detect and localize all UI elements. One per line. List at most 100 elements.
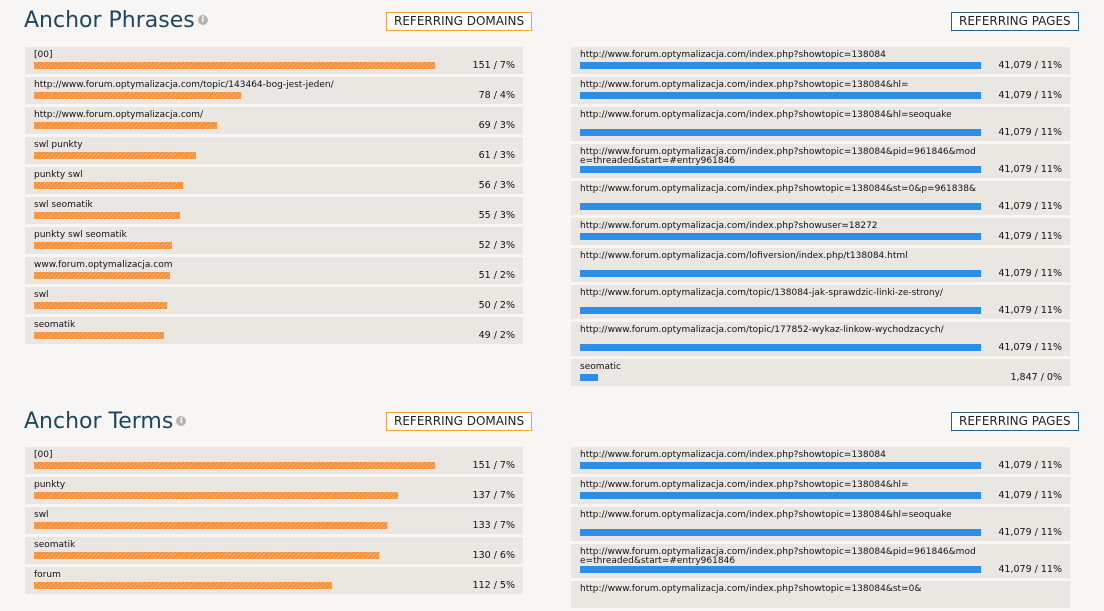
row-label: punkty swl bbox=[34, 170, 83, 180]
page-row[interactable]: http://www.forum.optymalizacja.com/topic… bbox=[571, 322, 1070, 356]
page-share-bar bbox=[580, 529, 981, 536]
page-share-bar bbox=[580, 203, 981, 210]
row-value: 41,079 / 11% bbox=[998, 201, 1062, 212]
row-value: 56 / 3% bbox=[478, 180, 515, 191]
row-label[interactable]: http://www.forum.optymalizacja.com/index… bbox=[580, 50, 886, 60]
page-row[interactable]: http://www.forum.optymalizacja.com/index… bbox=[571, 477, 1070, 504]
row-label: forum bbox=[34, 570, 61, 580]
referring-pages-button[interactable]: REFERRING PAGES bbox=[951, 412, 1079, 431]
domain-row[interactable]: forum 112 / 5% bbox=[25, 567, 523, 594]
row-value: 137 / 7% bbox=[472, 490, 515, 501]
row-label[interactable]: http://www.forum.optymalizacja.com/index… bbox=[580, 110, 952, 120]
row-label[interactable]: http://www.forum.optymalizacja.com/index… bbox=[580, 480, 909, 490]
row-value: 69 / 3% bbox=[478, 120, 515, 131]
domain-share-bar bbox=[34, 332, 164, 339]
page-row[interactable]: seomatic 1,847 / 0% bbox=[571, 359, 1070, 386]
domain-row[interactable]: swl punkty 61 / 3% bbox=[25, 137, 523, 164]
section-title: Anchor Phrases i bbox=[24, 8, 208, 33]
section-title-text: Anchor Phrases bbox=[24, 8, 195, 33]
row-value: 41,079 / 11% bbox=[998, 231, 1062, 242]
row-value: 112 / 5% bbox=[472, 580, 515, 591]
row-value: 41,079 / 11% bbox=[998, 460, 1062, 471]
domain-row[interactable]: seomatik 49 / 2% bbox=[25, 317, 523, 344]
row-label[interactable]: http://www.forum.optymalizacja.com/lofiv… bbox=[580, 251, 908, 261]
row-label: swl punkty bbox=[34, 140, 83, 150]
page-share-bar bbox=[580, 307, 981, 314]
row-label: http://www.forum.optymalizacja.com/topic… bbox=[34, 80, 334, 90]
page-row[interactable]: http://www.forum.optymalizacja.com/index… bbox=[571, 581, 1070, 608]
row-value: 133 / 7% bbox=[472, 520, 515, 531]
referring-pages-list: http://www.forum.optymalizacja.com/index… bbox=[571, 447, 1070, 611]
referring-domains-button[interactable]: REFERRING DOMAINS bbox=[386, 412, 533, 431]
row-value: 41,079 / 11% bbox=[998, 305, 1062, 316]
row-label[interactable]: seomatic bbox=[580, 362, 621, 372]
domain-row[interactable]: punkty swl seomatik 52 / 3% bbox=[25, 227, 523, 254]
page-row[interactable]: http://www.forum.optymalizacja.com/index… bbox=[571, 107, 1070, 141]
row-label[interactable]: http://www.forum.optymalizacja.com/index… bbox=[580, 80, 909, 90]
row-label[interactable]: http://www.forum.optymalizacja.com/index… bbox=[580, 584, 922, 594]
row-label[interactable]: http://www.forum.optymalizacja.com/index… bbox=[580, 184, 976, 194]
page-share-bar bbox=[580, 166, 981, 173]
row-value: 41,079 / 11% bbox=[998, 490, 1062, 501]
row-label[interactable]: http://www.forum.optymalizacja.com/topic… bbox=[580, 325, 944, 335]
domain-share-bar bbox=[34, 492, 398, 499]
page-share-bar bbox=[580, 492, 981, 499]
row-value: 52 / 3% bbox=[478, 240, 515, 251]
domain-row[interactable]: seomatik 130 / 6% bbox=[25, 537, 523, 564]
domain-share-bar bbox=[34, 92, 241, 99]
page-share-bar bbox=[580, 62, 981, 69]
row-label[interactable]: http://www.forum.optymalizacja.com/index… bbox=[580, 547, 976, 566]
page-row[interactable]: http://www.forum.optymalizacja.com/index… bbox=[571, 47, 1070, 74]
info-icon[interactable]: i bbox=[176, 416, 187, 426]
page-row[interactable]: http://www.forum.optymalizacja.com/topic… bbox=[571, 285, 1070, 319]
row-label: punkty bbox=[34, 480, 66, 490]
row-label[interactable]: http://www.forum.optymalizacja.com/index… bbox=[580, 221, 878, 231]
domain-row[interactable]: punkty swl 56 / 3% bbox=[25, 167, 523, 194]
row-value: 49 / 2% bbox=[478, 330, 515, 341]
referring-domains-list: [00] 151 / 7% http://www.forum.optymalizac… bbox=[25, 47, 523, 347]
row-value: 41,079 / 11% bbox=[998, 268, 1062, 279]
domain-row[interactable]: swl 50 / 2% bbox=[25, 287, 523, 314]
page-row[interactable]: http://www.forum.optymalizacja.com/index… bbox=[571, 144, 1070, 178]
row-label: swl bbox=[34, 510, 49, 520]
row-label[interactable]: http://www.forum.optymalizacja.com/topic… bbox=[580, 288, 943, 298]
page-share-bar bbox=[580, 462, 981, 469]
page-row[interactable]: http://www.forum.optymalizacja.com/index… bbox=[571, 544, 1070, 578]
row-label: www.forum.optymalizacja.com bbox=[34, 260, 173, 270]
domain-row[interactable]: [00] 151 / 7% bbox=[25, 47, 523, 74]
domain-share-bar bbox=[34, 302, 167, 309]
row-label: [00] bbox=[34, 50, 53, 60]
info-icon[interactable]: i bbox=[197, 15, 208, 25]
domain-share-bar bbox=[34, 462, 435, 469]
row-value: 41,079 / 11% bbox=[998, 127, 1062, 138]
row-value: 41,079 / 11% bbox=[998, 527, 1062, 538]
row-value: 1,847 / 0% bbox=[1010, 372, 1062, 383]
referring-pages-button[interactable]: REFERRING PAGES bbox=[951, 12, 1079, 31]
section-title-text: Anchor Terms bbox=[24, 409, 174, 434]
page-row[interactable]: http://www.forum.optymalizacja.com/index… bbox=[571, 218, 1070, 245]
domain-row[interactable]: [00] 151 / 7% bbox=[25, 447, 523, 474]
domain-row[interactable]: swl seomatik 55 / 3% bbox=[25, 197, 523, 224]
row-label[interactable]: http://www.forum.optymalizacja.com/index… bbox=[580, 510, 952, 520]
page-row[interactable]: http://www.forum.optymalizacja.com/index… bbox=[571, 181, 1070, 215]
page-row[interactable]: http://www.forum.optymalizacja.com/index… bbox=[571, 507, 1070, 541]
domain-row[interactable]: punkty 137 / 7% bbox=[25, 477, 523, 504]
domain-row[interactable]: swl 133 / 7% bbox=[25, 507, 523, 534]
row-value: 51 / 2% bbox=[478, 270, 515, 281]
domain-share-bar bbox=[34, 212, 180, 219]
page-row[interactable]: http://www.forum.optymalizacja.com/index… bbox=[571, 447, 1070, 474]
domain-row[interactable]: http://www.forum.optymalizacja.com/69 / … bbox=[25, 107, 523, 134]
domain-share-bar bbox=[34, 242, 172, 249]
domain-share-bar bbox=[34, 522, 387, 529]
domain-row[interactable]: http://www.forum.optymalizacja.com/topic… bbox=[25, 77, 523, 104]
row-label: swl seomatik bbox=[34, 200, 93, 210]
row-label[interactable]: http://www.forum.optymalizacja.com/index… bbox=[580, 450, 886, 460]
row-label[interactable]: http://www.forum.optymalizacja.com/index… bbox=[580, 147, 976, 166]
referring-domains-button[interactable]: REFERRING DOMAINS bbox=[386, 12, 533, 31]
page-share-bar bbox=[580, 344, 981, 351]
row-value: 55 / 3% bbox=[478, 210, 515, 221]
page-row[interactable]: http://www.forum.optymalizacja.com/index… bbox=[571, 77, 1070, 104]
domain-row[interactable]: www.forum.optymalizacja.com 51 / 2% bbox=[25, 257, 523, 284]
row-value: 61 / 3% bbox=[478, 150, 515, 161]
page-row[interactable]: http://www.forum.optymalizacja.com/lofiv… bbox=[571, 248, 1070, 282]
